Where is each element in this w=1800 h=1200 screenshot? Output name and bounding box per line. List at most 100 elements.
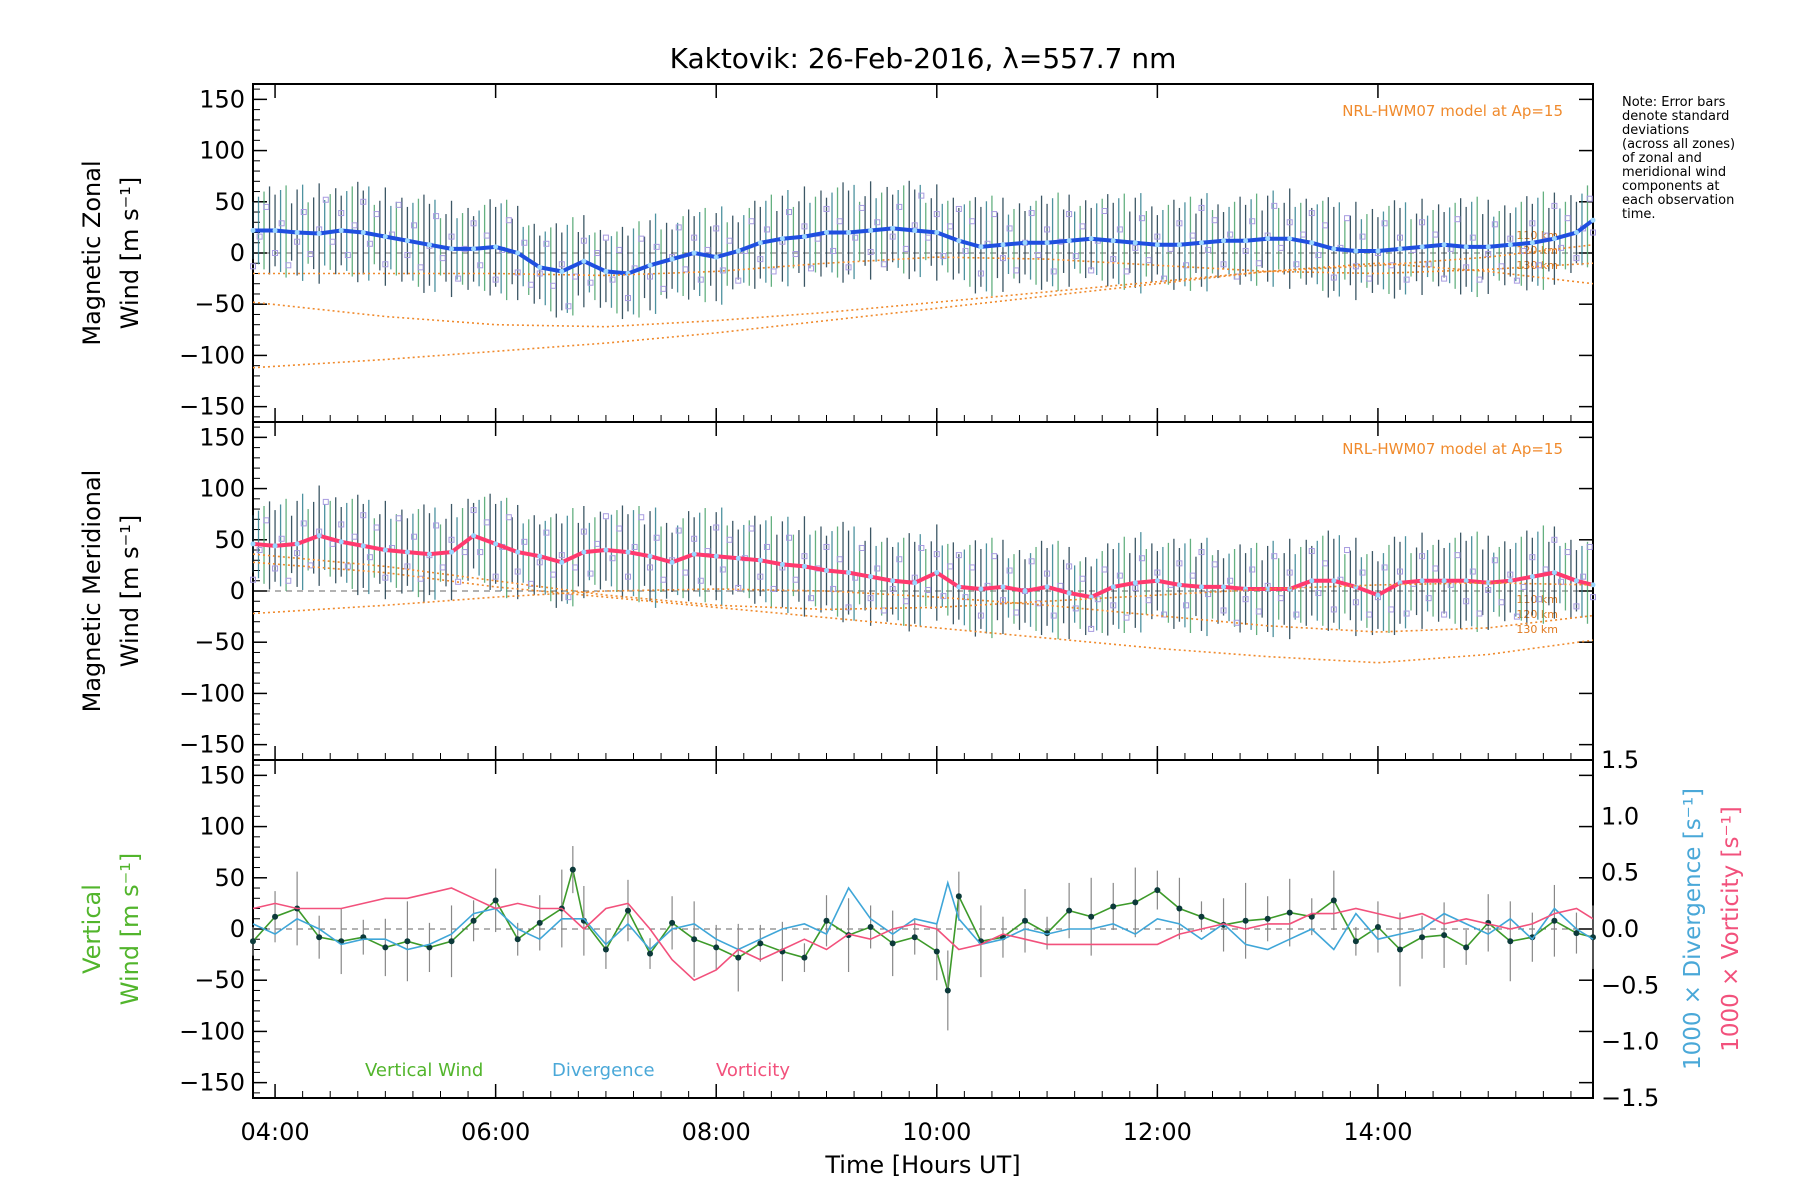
series-point-meridional (1243, 586, 1249, 592)
zone-marker-zonal (969, 218, 976, 225)
zone-marker-meridional (763, 543, 770, 550)
series-point-meridional (1463, 578, 1469, 584)
zone-marker-meridional (940, 593, 947, 600)
series-point-zonal (846, 230, 852, 236)
series-point-zonal (779, 236, 785, 242)
vertical-wind-point (1198, 913, 1205, 920)
series-point-meridional (360, 543, 366, 549)
series-point-meridional (1132, 580, 1138, 586)
vertical-wind-point (470, 917, 477, 924)
zone-marker-meridional (660, 576, 667, 583)
series-point-zonal (757, 240, 763, 246)
zone-marker-meridional (1138, 555, 1145, 562)
zone-marker-zonal (1044, 226, 1051, 233)
series-point-zonal (404, 238, 410, 244)
zone-marker-meridional (1271, 553, 1278, 560)
zone-marker-zonal (344, 252, 351, 259)
zone-marker-meridional (911, 574, 918, 581)
zone-marker-zonal (1573, 255, 1580, 262)
zone-marker-meridional (889, 585, 896, 592)
zone-marker-meridional (543, 529, 550, 536)
zone-marker-zonal (278, 220, 285, 227)
series-point-meridional (691, 551, 697, 557)
zone-marker-meridional (492, 573, 499, 580)
vertical-wind-point (1132, 899, 1139, 906)
zone-marker-meridional (602, 513, 609, 520)
vertical-wind-point (1242, 917, 1249, 924)
zone-marker-zonal (1299, 231, 1306, 238)
vertical-wind-point (911, 934, 918, 941)
zone-marker-meridional (1529, 554, 1536, 561)
series-point-zonal (735, 248, 741, 254)
zone-marker-meridional (735, 584, 742, 591)
series-point-zonal (272, 227, 278, 233)
zone-marker-zonal (1564, 215, 1571, 222)
y-tick-label-meridional: −100 (179, 679, 245, 707)
zone-marker-zonal (455, 275, 462, 282)
series-point-meridional (1110, 584, 1116, 590)
zone-marker-zonal (1189, 232, 1196, 239)
series-point-meridional (823, 568, 829, 574)
zone-marker-zonal (1352, 263, 1359, 270)
model-altitude-label-meridional: 130 km (1516, 623, 1558, 636)
series-point-zonal (890, 225, 896, 231)
series-point-zonal (1507, 242, 1513, 248)
y-axis-label-vertical: Vertical (78, 884, 106, 974)
series-point-zonal (1088, 236, 1094, 242)
zone-marker-meridional (1441, 611, 1448, 618)
vertical-wind-point (1088, 913, 1095, 920)
zone-marker-meridional (1050, 612, 1057, 619)
series-point-zonal (647, 262, 653, 268)
zone-marker-meridional (433, 522, 440, 529)
zone-marker-meridional (1205, 591, 1212, 598)
series-point-zonal (1529, 240, 1535, 246)
series-point-meridional (426, 551, 432, 557)
zone-marker-zonal (558, 261, 565, 268)
zone-marker-zonal (1050, 268, 1057, 275)
series-point-meridional (382, 547, 388, 553)
zone-marker-meridional (411, 533, 418, 540)
series-point-zonal (1066, 238, 1072, 244)
zone-marker-zonal (726, 237, 733, 244)
zone-marker-meridional (351, 533, 358, 540)
zone-marker-meridional (874, 565, 881, 572)
zone-marker-zonal (360, 198, 367, 205)
series-point-meridional (493, 541, 499, 547)
series-point-zonal (603, 268, 609, 274)
zone-marker-zonal (616, 246, 623, 253)
zone-marker-meridional (1476, 610, 1483, 617)
zone-marker-zonal (830, 247, 837, 254)
zone-marker-zonal (858, 204, 865, 211)
series-point-zonal (912, 227, 918, 233)
zone-marker-zonal (704, 246, 711, 253)
zone-marker-zonal (1469, 234, 1476, 241)
series-point-zonal (868, 227, 874, 233)
zone-marker-zonal (1132, 244, 1139, 251)
y-tick-label-meridional: 0 (230, 577, 245, 605)
series-line-vertical-2 (252, 887, 1594, 982)
zone-marker-meridional (536, 559, 543, 566)
zone-marker-meridional (1580, 573, 1587, 580)
zone-marker-zonal (1535, 262, 1542, 269)
zone-marker-zonal (521, 239, 528, 246)
y2-axis-label-divergence: 1000 × Divergence [s⁻¹] (1680, 788, 1706, 1070)
vertical-wind-point (382, 944, 389, 951)
zone-marker-zonal (285, 262, 292, 269)
series-point-zonal (449, 246, 455, 252)
zone-marker-zonal (543, 240, 550, 247)
series-point-meridional (581, 549, 587, 555)
zone-marker-meridional (1249, 566, 1256, 573)
series-point-meridional (471, 533, 477, 539)
zone-marker-meridional (1176, 560, 1183, 567)
zone-marker-zonal (713, 225, 720, 232)
series-point-zonal (250, 227, 256, 233)
zone-marker-meridional (1057, 582, 1064, 589)
x-tick-label: 12:00 (1123, 1118, 1192, 1146)
zone-marker-meridional (307, 562, 314, 569)
zone-marker-zonal (1476, 276, 1483, 283)
zone-marker-meridional (1520, 583, 1527, 590)
zone-marker-zonal (845, 264, 852, 271)
y-tick-label-zonal: 50 (214, 188, 245, 216)
vertical-wind-point (448, 938, 455, 945)
